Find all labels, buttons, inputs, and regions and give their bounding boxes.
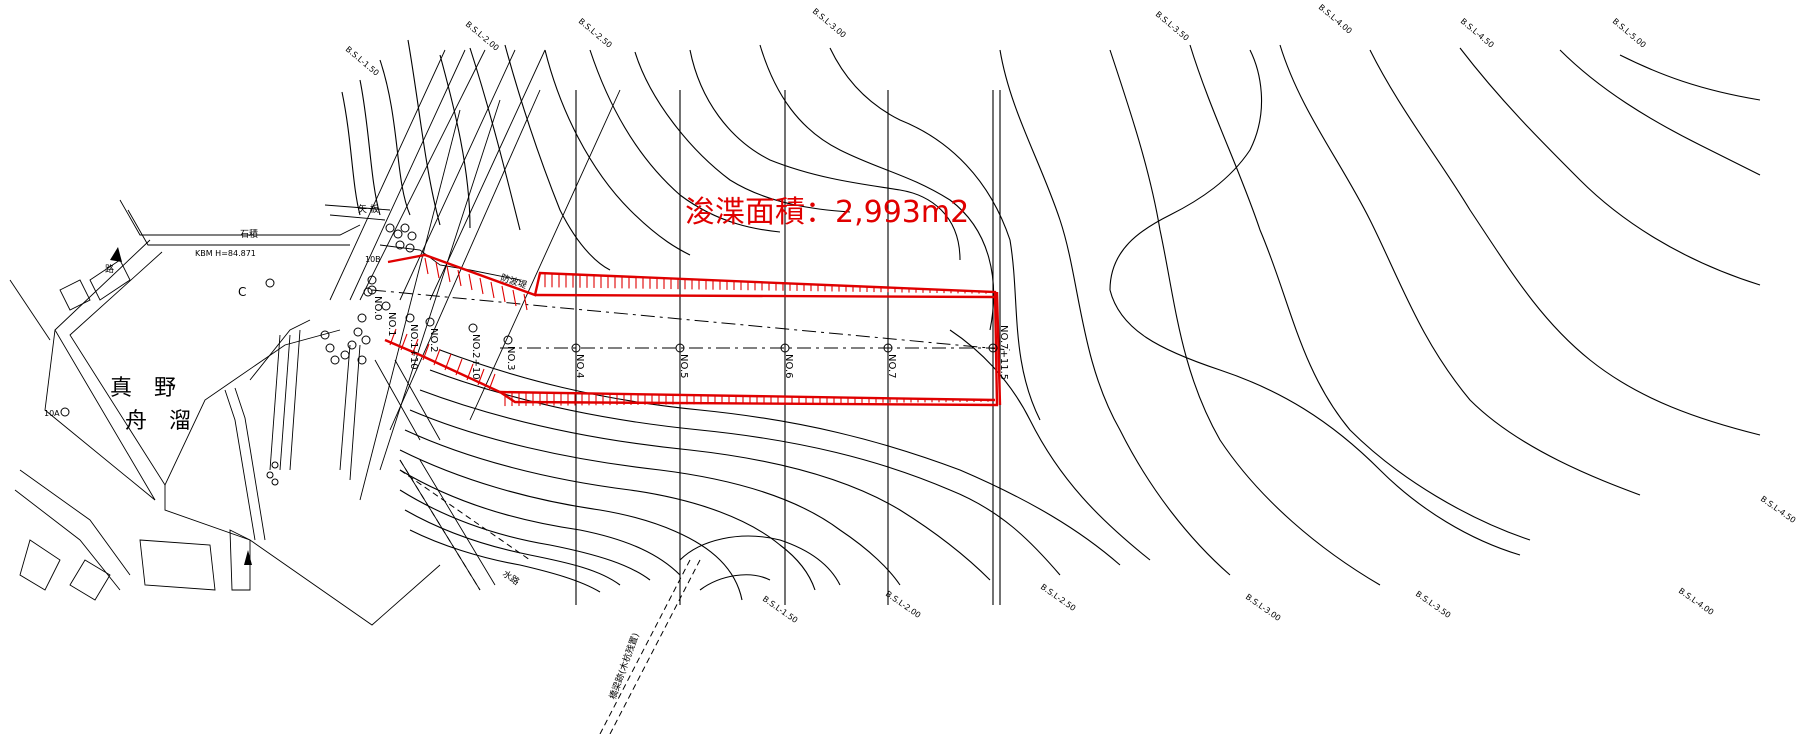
dredge-area [384, 253, 1002, 407]
depth-label-top-0: B.S.L-1.50 [344, 45, 381, 78]
harbour-basin [9, 199, 701, 734]
depth-label-bottom-3: B.S.L-3.00 [1244, 592, 1282, 623]
section-label-10: NO.7+11.5 [998, 325, 1009, 380]
depth-label-bottom-5: B.S.L-4.00 [1677, 586, 1715, 617]
dredge-area-title: 浚渫面積：2,993m2 [685, 195, 969, 230]
section-label-3: NO.2 [428, 328, 439, 353]
contour-lines [341, 39, 1761, 601]
section-label-5: NO.3 [505, 346, 516, 371]
kbm-label: KBM H=84.871 [195, 249, 256, 258]
depth-label-bottom-0: B.S.L-1.50 [761, 594, 799, 625]
section-label-4: NO.2+10 [470, 334, 481, 380]
section-label-8: NO.6 [783, 354, 794, 379]
dredge-slope-hatching-west [389, 257, 528, 391]
label-kyoryo: 橋梁跡(木杭残置) [607, 631, 642, 701]
section-label-7: NO.5 [678, 354, 689, 379]
label-10a: 10A [44, 409, 60, 418]
depth-label-bottom-2: B.S.L-2.50 [1039, 582, 1077, 613]
depth-label-top-2: B.S.L-2.50 [577, 17, 614, 50]
label-ro: 路 [105, 263, 114, 275]
section-labels: NO.0NO.1 NO.1+10 NO.2 NO.2+10 NO.3 NO.4 NO.5 NO… [372, 296, 1009, 380]
c-label: C [238, 285, 246, 299]
dredge-slope-hatching-north [544, 273, 987, 294]
section-label-6: NO.4 [574, 354, 585, 379]
section-label-1: NO.1 [386, 312, 397, 337]
depth-label-top-4: B.S.L-3.50 [1154, 10, 1191, 43]
depth-label-top-6: B.S.L-4.50 [1459, 17, 1496, 50]
depth-label-bottom-4: B.S.L-3.50 [1414, 589, 1452, 620]
section-markers [367, 285, 998, 353]
depth-label-bottom-6: B.S.L-4.50 [1759, 494, 1797, 525]
depth-label-top-1: B.S.L-2.00 [464, 20, 501, 53]
depth-label-top-7: B.S.L-5.00 [1611, 17, 1648, 50]
section-label-0: NO.0 [372, 296, 383, 321]
label-suiro: 水路 [500, 568, 522, 588]
depth-label-bottom-1: B.S.L-2.00 [884, 589, 922, 620]
depth-label-top-5: B.S.L-4.00 [1317, 3, 1354, 36]
section-label-9: NO.7 [886, 354, 897, 379]
rubble-revetment [266, 223, 417, 486]
basin-name-line2: 舟 溜 [125, 409, 191, 434]
basin-name-line1: 真 野 [110, 376, 176, 401]
depth-labels: B.S.L-1.50 B.S.L-2.00 B.S.L-2.50 B.S.L-3.00… [344, 3, 1798, 625]
section-label-2: NO.1+10 [408, 324, 419, 370]
label-kago: 矢 板 [358, 203, 379, 215]
label-10b: 10B [365, 255, 381, 264]
center-axis [371, 289, 1011, 351]
dredge-slope-hatching-south [504, 392, 989, 407]
depth-label-top-3: B.S.L-3.00 [811, 7, 848, 40]
label-sekiwa: 石積 [240, 228, 258, 240]
